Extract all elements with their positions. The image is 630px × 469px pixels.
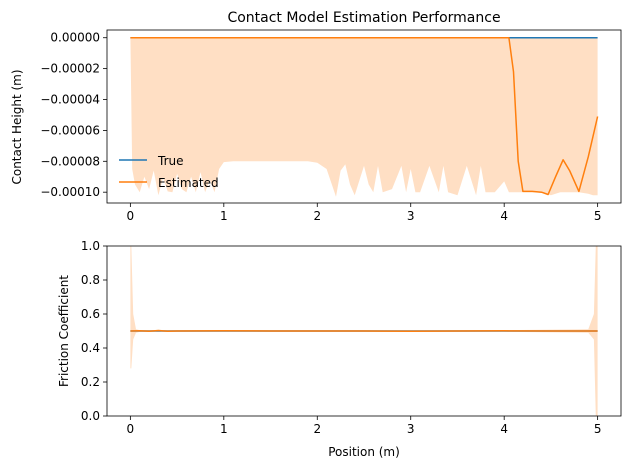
plot-frame xyxy=(106,29,622,204)
contact-height-panel: Contact Model Estimation Performance Con… xyxy=(10,10,622,223)
y-tick-label: 1.0 xyxy=(81,239,100,253)
x-tick-label: 3 xyxy=(407,422,415,436)
y-ticks: 0.0 0.2 0.4 0.6 0.8 1.0 xyxy=(81,239,107,423)
y-tick-label: −0.00010 xyxy=(40,185,100,199)
x-tick-label: 5 xyxy=(594,209,602,223)
x-ticks: 0 1 2 3 4 5 xyxy=(127,203,602,223)
legend: True Estimated xyxy=(119,154,219,190)
y-tick-label: 0.8 xyxy=(81,273,100,287)
y-tick-label: 0.6 xyxy=(81,307,100,321)
y-axis-label: Contact Height (m) xyxy=(10,69,24,184)
x-tick-label: 0 xyxy=(127,209,135,223)
legend-label-estimated: Estimated xyxy=(158,176,219,190)
x-tick-label: 4 xyxy=(500,422,508,436)
x-tick-label: 3 xyxy=(407,209,415,223)
x-tick-label: 2 xyxy=(313,209,321,223)
friction-panel: Friction Coefficient Position (m) 0 1 2 3 4 5… xyxy=(57,239,622,459)
x-axis-label: Position (m) xyxy=(328,445,400,459)
y-tick-label: −0.00006 xyxy=(40,123,100,137)
y-tick-label: 0.0 xyxy=(81,409,100,423)
series-lines xyxy=(130,36,599,196)
legend-label-true: True xyxy=(157,154,184,168)
x-ticks: 0 1 2 3 4 5 xyxy=(127,416,602,436)
x-tick-label: 5 xyxy=(594,422,602,436)
x-tick-label: 0 xyxy=(127,422,135,436)
series-lines xyxy=(130,329,598,333)
series-line-estimated xyxy=(130,36,599,196)
plot-frame xyxy=(106,245,622,417)
confidence-band xyxy=(130,37,598,197)
y-tick-label: 0.00000 xyxy=(50,31,100,45)
x-tick-label: 4 xyxy=(500,209,508,223)
y-tick-label: −0.00002 xyxy=(40,62,100,76)
y-axis-label: Friction Coefficient xyxy=(57,275,71,387)
series-line-estimated xyxy=(130,329,598,333)
y-tick-label: −0.00004 xyxy=(40,93,100,107)
x-tick-label: 1 xyxy=(220,209,228,223)
y-tick-label: 0.4 xyxy=(81,341,100,355)
x-tick-label: 2 xyxy=(313,422,321,436)
x-tick-label: 1 xyxy=(220,422,228,436)
y-tick-label: 0.2 xyxy=(81,375,100,389)
uncertainty-band xyxy=(130,37,598,197)
chart-title: Contact Model Estimation Performance xyxy=(227,10,500,26)
y-ticks: 0.00000 −0.00002 −0.00004 −0.00006 −0.00008 −… xyxy=(40,31,107,199)
y-tick-label: −0.00008 xyxy=(40,154,100,168)
